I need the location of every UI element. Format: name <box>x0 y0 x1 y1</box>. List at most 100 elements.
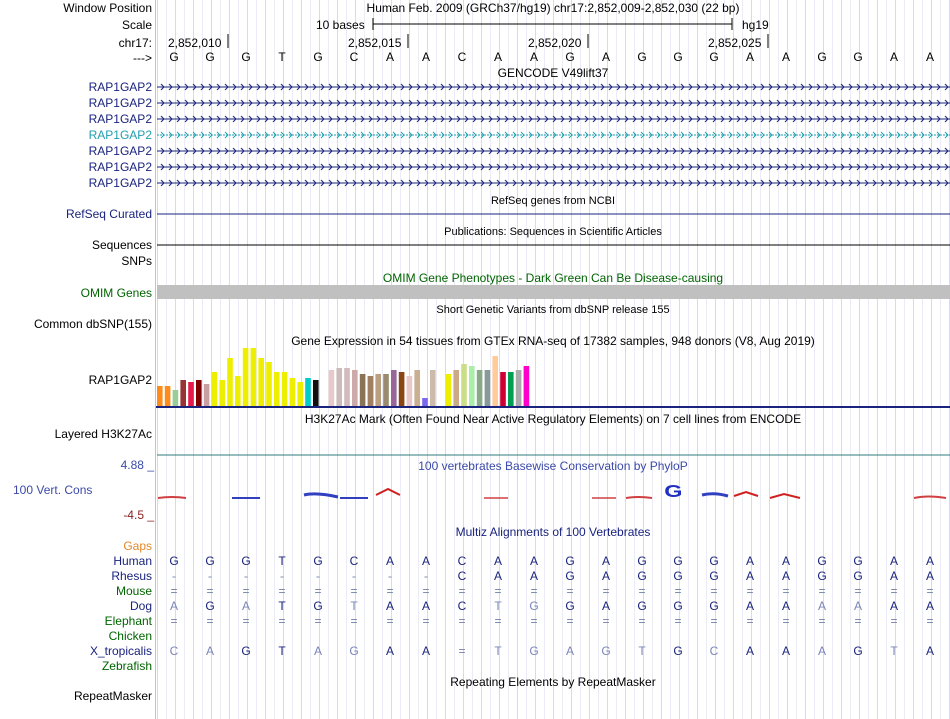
h3k27ac-title[interactable]: H3K27Ac Mark (Often Found Near Active Re… <box>304 412 802 426</box>
strand-arrow <box>728 131 733 139</box>
gencode-transcript[interactable] <box>157 161 950 173</box>
strand-arrow <box>824 147 829 155</box>
gencode-transcript[interactable] <box>157 113 950 125</box>
snps-label[interactable]: SNPs <box>121 254 152 268</box>
gencode-gene-label[interactable]: RAP1GAP2 <box>88 144 152 158</box>
sequences-label[interactable]: Sequences <box>91 238 152 252</box>
gencode-title[interactable]: GENCODE V49lift37 <box>497 66 609 80</box>
gencode-transcript[interactable] <box>157 97 950 109</box>
strand-arrow <box>248 83 253 91</box>
gencode-transcript[interactable] <box>157 129 950 141</box>
multiz-base: = <box>350 614 358 628</box>
multiz-species-label[interactable]: Mouse <box>115 584 152 598</box>
multiz-species-label[interactable]: Human <box>113 554 152 568</box>
gencode-transcript[interactable] <box>157 177 950 189</box>
phylop-title[interactable]: 100 vertebrates Basewise Conservation by… <box>418 459 688 473</box>
multiz-species-label[interactable]: Dog <box>129 599 152 613</box>
strand-arrow <box>296 179 301 187</box>
strand-arrow <box>432 99 437 107</box>
strand-arrow <box>512 99 517 107</box>
strand-arrow <box>160 179 165 187</box>
refseq-title[interactable]: RefSeq genes from NCBI <box>490 195 616 207</box>
phylop-conservation-logo[interactable]: G <box>156 478 950 508</box>
strand-arrow <box>304 131 309 139</box>
gencode-gene-label[interactable]: RAP1GAP2 <box>88 160 152 174</box>
strand-arrow <box>600 99 605 107</box>
strand-arrow <box>496 147 501 155</box>
phylop-label[interactable]: 100 Vert. Cons <box>13 483 93 497</box>
multiz-base: C <box>457 554 467 568</box>
strand-arrow <box>456 99 461 107</box>
multiz-base: - <box>316 569 320 583</box>
repeatmasker-title[interactable]: Repeating Elements by RepeatMasker <box>450 675 656 689</box>
gtex-bar <box>219 380 225 406</box>
strand-arrow <box>176 99 181 107</box>
omim-title[interactable]: OMIM Gene Phenotypes - Dark Green Can Be… <box>382 271 724 285</box>
gtex-bar <box>508 372 514 406</box>
gtex-bar <box>492 356 498 406</box>
strand-arrow <box>840 83 845 91</box>
strand-arrow <box>184 99 189 107</box>
strand-arrow <box>336 179 341 187</box>
strand-arrow <box>592 163 597 171</box>
strand-arrow <box>432 163 437 171</box>
strand-arrow <box>848 147 853 155</box>
strand-arrow <box>344 99 349 107</box>
omim-label[interactable]: OMIM Genes <box>80 286 152 300</box>
gtex-label[interactable]: RAP1GAP2 <box>88 373 152 387</box>
dbsnp-label[interactable]: Common dbSNP(155) <box>33 317 152 331</box>
multiz-species-label[interactable]: Zebrafish <box>101 659 152 673</box>
strand-arrow <box>568 179 573 187</box>
strand-arrow <box>720 147 725 155</box>
multiz-species-label[interactable]: Elephant <box>104 614 152 628</box>
gencode-gene-label[interactable]: RAP1GAP2 <box>88 96 152 110</box>
multiz-base: G <box>709 554 719 568</box>
gencode-gene-label[interactable]: RAP1GAP2 <box>88 80 152 94</box>
gencode-transcript[interactable] <box>157 81 950 93</box>
dbsnp-title[interactable]: Short Genetic Variants from dbSNP releas… <box>436 304 670 316</box>
refseq-label[interactable]: RefSeq Curated <box>65 207 152 221</box>
multiz-title[interactable]: Multiz Alignments of 100 Vertebrates <box>455 525 651 539</box>
multiz-species-label[interactable]: Gaps <box>123 539 152 553</box>
strand-arrow <box>816 83 821 91</box>
strand-arrow <box>536 115 541 123</box>
strand-arrow <box>384 179 389 187</box>
gtex-bar <box>266 362 272 406</box>
strand-arrow <box>592 131 597 139</box>
h3k27ac-label[interactable]: Layered H3K27Ac <box>54 427 152 441</box>
repeatmasker-label[interactable]: RepeatMasker <box>73 689 152 703</box>
gtex-bar-chart[interactable] <box>156 344 950 410</box>
strand-arrow <box>432 83 437 91</box>
publications-title[interactable]: Publications: Sequences in Scientific Ar… <box>444 226 662 238</box>
strand-arrow <box>424 131 429 139</box>
gtex-title[interactable]: Gene Expression in 54 tissues from GTEx … <box>291 334 815 348</box>
strand-arrow <box>168 163 173 171</box>
strand-arrow <box>232 163 237 171</box>
multiz-species-label[interactable]: X_tropicalis <box>89 644 152 658</box>
strand-arrow <box>280 147 285 155</box>
strand-arrow <box>264 99 269 107</box>
gencode-gene-label[interactable]: RAP1GAP2 <box>88 128 152 142</box>
strand-arrow <box>896 115 901 123</box>
multiz-species-label[interactable]: Chicken <box>108 629 152 643</box>
gencode-gene-label[interactable]: RAP1GAP2 <box>88 112 152 126</box>
strand-arrow <box>408 99 413 107</box>
gencode-gene-label[interactable]: RAP1GAP2 <box>88 176 152 190</box>
multiz-species-label[interactable]: Rhesus <box>111 569 152 583</box>
strand-arrow <box>384 147 389 155</box>
multiz-base: = <box>710 584 718 598</box>
strand-arrow <box>336 163 341 171</box>
strand-arrow <box>504 131 509 139</box>
gtex-bar <box>235 376 241 406</box>
strand-arrow <box>632 99 637 107</box>
multiz-base: A <box>781 569 790 583</box>
omim-feature-bar[interactable] <box>157 285 950 299</box>
gencode-transcript[interactable] <box>157 145 950 157</box>
strand-arrow <box>448 83 453 91</box>
strand-arrow <box>800 115 805 123</box>
strand-arrow <box>808 147 813 155</box>
strand-arrow <box>600 131 605 139</box>
gtex-bar <box>406 376 413 406</box>
strand-arrow <box>336 131 341 139</box>
strand-arrow <box>376 179 381 187</box>
